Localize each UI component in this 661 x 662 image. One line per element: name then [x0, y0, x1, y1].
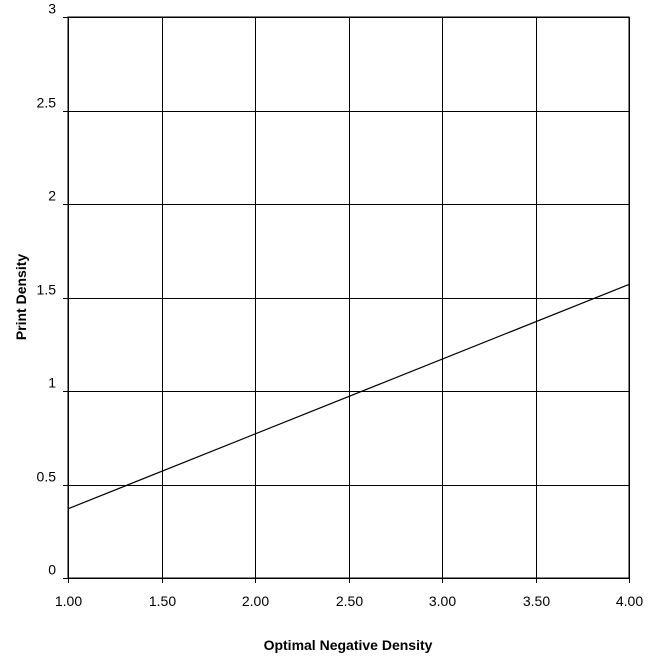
x-tick-label: 3.00 — [429, 593, 456, 609]
x-tick-label: 3.50 — [523, 593, 550, 609]
y-tick-label: 0.5 — [37, 469, 57, 485]
x-tick-label: 1.50 — [149, 593, 176, 609]
series-layer — [67, 283, 630, 510]
y-tick-label: 1.5 — [37, 282, 57, 298]
y-tick-label: 2.5 — [37, 95, 57, 111]
y-tick-label: 1 — [48, 375, 56, 391]
x-tick-label: 4.00 — [616, 593, 643, 609]
x-tick-label: 2.50 — [336, 593, 363, 609]
x-axis: 1.00 1.50 2.00 2.50 3.00 3.50 4.00 — [55, 578, 643, 609]
x-tick-label: 2.00 — [242, 593, 269, 609]
plot-area — [68, 17, 629, 578]
x-tick-label: 1.00 — [55, 593, 82, 609]
y-tick-label: 2 — [48, 188, 56, 204]
y-axis-title: Print Density — [13, 254, 29, 341]
y-axis: 0 0.5 1 1.5 2 2.5 3 — [37, 1, 68, 579]
x-axis-title: Optimal Negative Density — [264, 637, 433, 653]
y-tick-label: 3 — [48, 1, 56, 17]
y-tick-label: 0 — [48, 562, 56, 578]
plot-border — [67, 16, 630, 579]
series-line — [67, 283, 630, 510]
